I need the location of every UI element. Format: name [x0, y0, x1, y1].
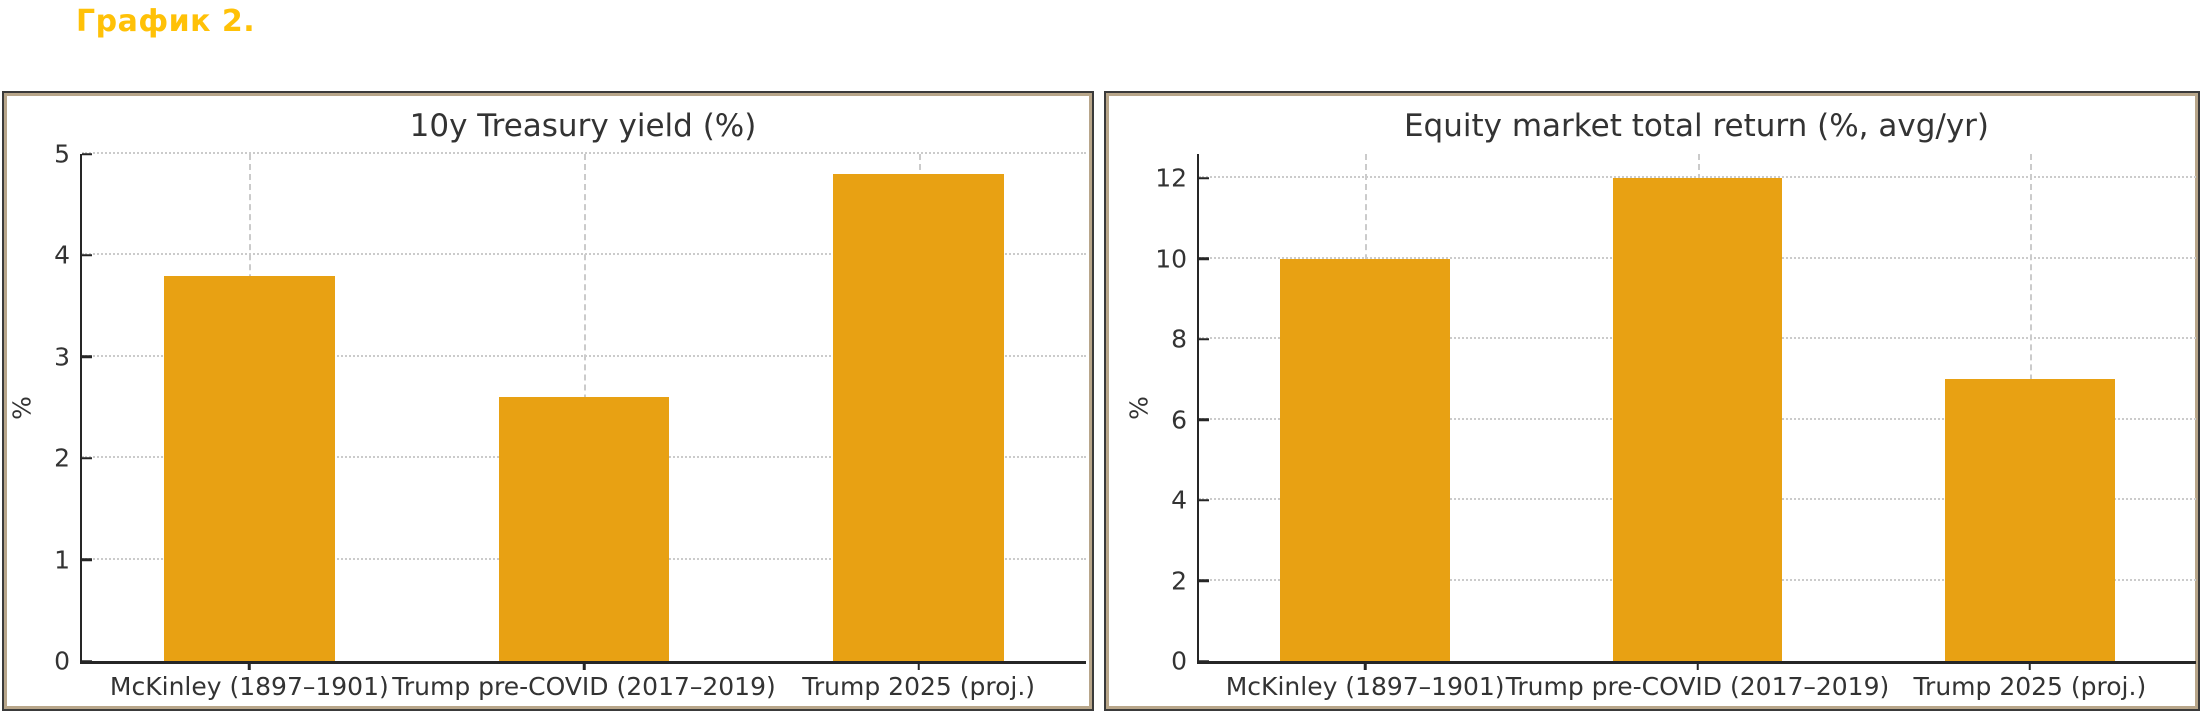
x-tick-mark: [582, 661, 586, 670]
bar: [1280, 258, 1450, 661]
y-tick-mark: [1199, 418, 1209, 421]
x-axis-label: Trump pre-COVID (2017–2019): [1505, 672, 1890, 701]
y-tick-label: 0: [54, 646, 70, 676]
bar: [1945, 379, 2115, 661]
x-axis-label: McKinley (1897–1901): [109, 672, 389, 701]
y-tick-label: 12: [1155, 163, 1187, 193]
y-tick-mark: [82, 254, 92, 257]
x-axis-label: Trump 2025 (proj.): [802, 672, 1036, 701]
grid-line-horizontal: [82, 152, 1086, 154]
y-tick-mark: [82, 152, 92, 156]
y-tick-label: 10: [1155, 244, 1187, 274]
y-tick-mark: [82, 355, 92, 359]
y-axis-label: %: [7, 395, 37, 420]
y-tick-label: 8: [1171, 324, 1187, 354]
y-tick-label: 3: [54, 342, 70, 372]
y-tick-mark: [1199, 337, 1209, 341]
y-axis-label: %: [1124, 395, 1154, 420]
grid-line-horizontal: [82, 354, 1086, 357]
y-tick-label: 4: [1171, 485, 1187, 515]
x-axis-label: Trump 2025 (proj.): [1913, 672, 2147, 701]
y-tick-mark: [1199, 579, 1209, 582]
bar: [498, 397, 670, 661]
y-tick-mark: [82, 558, 92, 561]
y-tick-label: 0: [1171, 646, 1187, 676]
x-tick-mark: [2028, 661, 2032, 670]
bar: [163, 275, 335, 661]
bar: [1612, 178, 1783, 661]
bar: [833, 174, 1004, 661]
plot-area: % 0 2 4 6 8 10 12 McKinley (1897–1901) Trump pre…: [1125, 154, 2196, 699]
grid-line-horizontal: [1199, 176, 2196, 179]
x-axis-label: Trump pre-COVID (2017–2019): [392, 672, 776, 701]
chart-title: 10y Treasury yield (%): [409, 108, 757, 144]
y-tick-mark: [1199, 498, 1209, 502]
grid-line-horizontal: [82, 253, 1086, 256]
x-tick-mark: [917, 661, 920, 670]
y-tick-label: 1: [54, 545, 70, 575]
y-tick-mark: [1199, 176, 1209, 180]
y-tick-mark: [82, 456, 92, 460]
y-tick-label: 2: [54, 443, 70, 473]
plot-area: % 0 1 2 3 4 5 McKinley (1897–1901) Trump pre-CO…: [8, 142, 1086, 699]
x-tick-mark: [1696, 661, 1699, 670]
y-tick-label: 4: [54, 240, 70, 270]
y-tick-mark: [1199, 257, 1209, 260]
chart-panel-treasury-yield: 10y Treasury yield (%) % 0 1 2 3 4 5 McKinley …: [2, 91, 1094, 711]
y-tick-mark: [1199, 659, 1209, 663]
chart-title: Equity market total return (%, avg/yr): [1403, 108, 1990, 144]
y-tick-label: 6: [1171, 405, 1187, 435]
y-tick-mark: [82, 659, 92, 663]
x-tick-mark: [1363, 661, 1367, 670]
x-tick-mark: [248, 661, 251, 670]
page-title: График 2.: [76, 4, 256, 39]
chart-panel-equity-return: Equity market total return (%, avg/yr) %…: [1104, 91, 2200, 711]
x-axis-label: McKinley (1897–1901): [1225, 672, 1505, 701]
y-tick-label: 2: [1171, 566, 1187, 596]
y-tick-label: 5: [54, 139, 70, 169]
